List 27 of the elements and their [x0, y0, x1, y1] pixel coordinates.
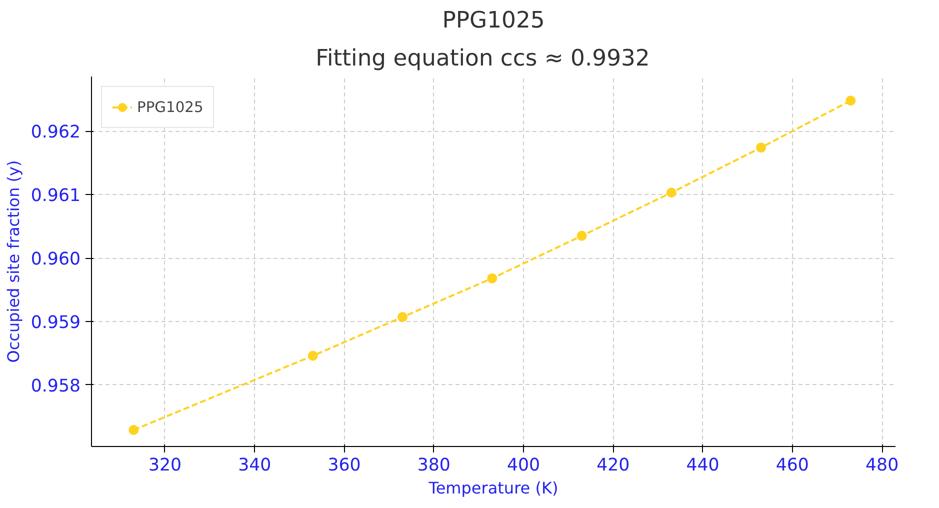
- x-tick-label: 340: [238, 456, 272, 476]
- point: [846, 96, 856, 106]
- y-axis-title: Occupied site fraction (y): [4, 160, 23, 363]
- x-tick-label: 420: [596, 456, 630, 476]
- point: [666, 188, 676, 198]
- y-tick-label: 0.959: [30, 312, 81, 333]
- point: [487, 273, 498, 284]
- y-tick-label: 0.958: [30, 376, 81, 396]
- point: [128, 425, 139, 435]
- x-tick-label: 440: [686, 456, 720, 476]
- x-tick-label: 320: [148, 456, 182, 476]
- y-tick-label: 0.960: [30, 250, 81, 270]
- x-tick-label: 400: [506, 456, 540, 476]
- y-tick-label: 0.962: [30, 122, 81, 143]
- x-axis-title: Temperature (K): [428, 478, 558, 498]
- point: [398, 312, 408, 322]
- x-tick-label: 360: [328, 456, 361, 476]
- x-tick-label: 480: [866, 456, 899, 476]
- legend-label: PPG1025: [137, 98, 204, 116]
- y-tick-label: 0.961: [30, 186, 81, 206]
- x-tick-label: 380: [417, 456, 450, 476]
- x-tick-label: 460: [776, 456, 809, 476]
- point: [576, 230, 587, 241]
- point: [308, 350, 318, 361]
- chart-title: PPG1025: [442, 8, 545, 34]
- point: [756, 142, 766, 153]
- chart-subtitle: Fitting equation ccs ≈ 0.9932: [316, 46, 650, 72]
